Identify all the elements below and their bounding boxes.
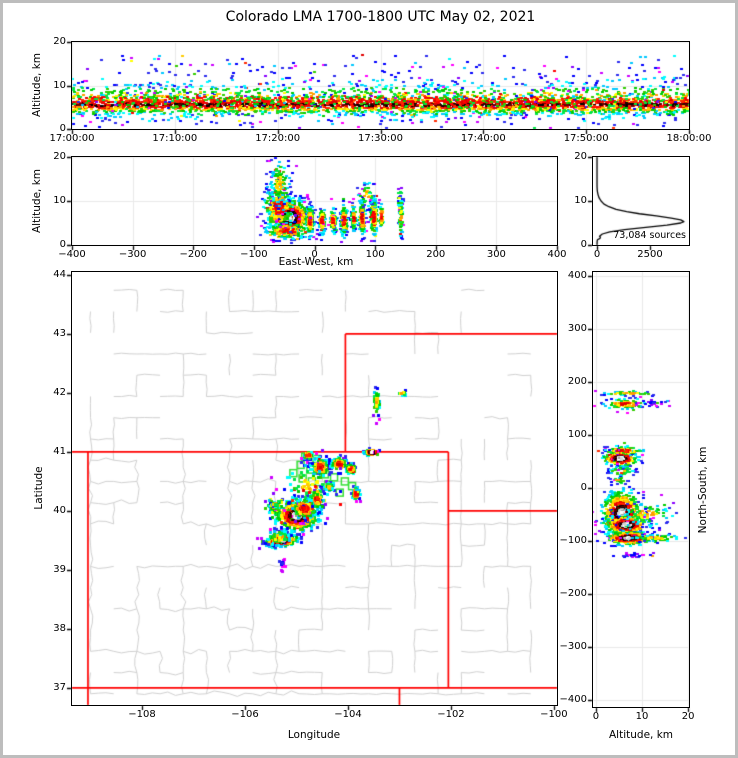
tick-label: 42 [53,386,66,398]
tick-label: −100 [559,534,587,546]
tick-label: −400 [559,693,587,705]
source-count-annotation: 73,084 sources [613,230,686,241]
tick-label: 20 [574,151,587,162]
tick-label: 10 [574,195,587,206]
tick-label: 17:50:00 [563,133,609,144]
tick-label: 44 [53,268,66,280]
tick-label: 20 [681,711,695,722]
tick-label: 200 [567,375,587,387]
tick-label: 10 [53,195,66,206]
tick-label: 0 [580,481,587,493]
tick-label: 41 [53,445,66,457]
tick-label: 0 [593,249,601,260]
tick-label: 0 [580,239,587,250]
tick-label: 400 [547,249,567,260]
tick-label: 17:10:00 [152,133,198,144]
tick-label: 17:20:00 [255,133,301,144]
tick-label: 300 [486,249,506,260]
tick-label: −300 [118,249,147,260]
tick-label: −400 [58,249,86,260]
ns-panel-xlabel: Altitude, km [608,729,674,741]
tick-label: 17:00:00 [49,133,95,144]
tick-label: −200 [179,249,207,260]
tick-label: −102 [437,709,465,720]
tick-label: 0 [59,239,66,250]
tick-label: 10 [635,711,649,722]
tick-label: 17:30:00 [358,133,403,144]
tick-label: −108 [128,709,156,720]
tick-label: 200 [426,249,446,260]
map-ylabel: Latitude [33,466,45,510]
tick-label: 20 [53,36,66,47]
tick-label: 38 [53,622,66,634]
figure-title: Colorado LMA 1700-1800 UTC May 02, 2021 [225,9,536,25]
tick-label: 10 [53,79,66,91]
tick-label: 100 [567,428,587,440]
tick-label: 400 [567,269,587,281]
ew-panel-xlabel: East-West, km [278,256,354,268]
tick-label: 17:40:00 [460,133,506,144]
tick-label: 300 [567,322,587,334]
map-xlabel: Longitude [287,729,341,741]
tick-label: 0 [59,123,66,134]
tick-label: 39 [53,563,66,575]
ns-panel-ylabel: North-South, km [697,446,709,534]
tick-label: 0 [311,249,318,260]
tick-label: −200 [559,587,587,599]
tick-label: −106 [231,709,259,720]
tick-label: 20 [53,151,66,162]
tick-label: 2500 [637,249,663,260]
tick-label: 40 [53,504,66,516]
tick-label: 18:00:00 [666,133,712,144]
tick-label: 37 [53,681,66,693]
tick-label: 43 [53,327,66,339]
tick-label: −100 [240,249,268,260]
tick-label: −300 [559,640,587,652]
tick-label: −100 [540,709,568,720]
tick-label: −104 [334,709,362,720]
tick-label: 100 [365,249,385,260]
tick-label: 0 [592,711,600,722]
